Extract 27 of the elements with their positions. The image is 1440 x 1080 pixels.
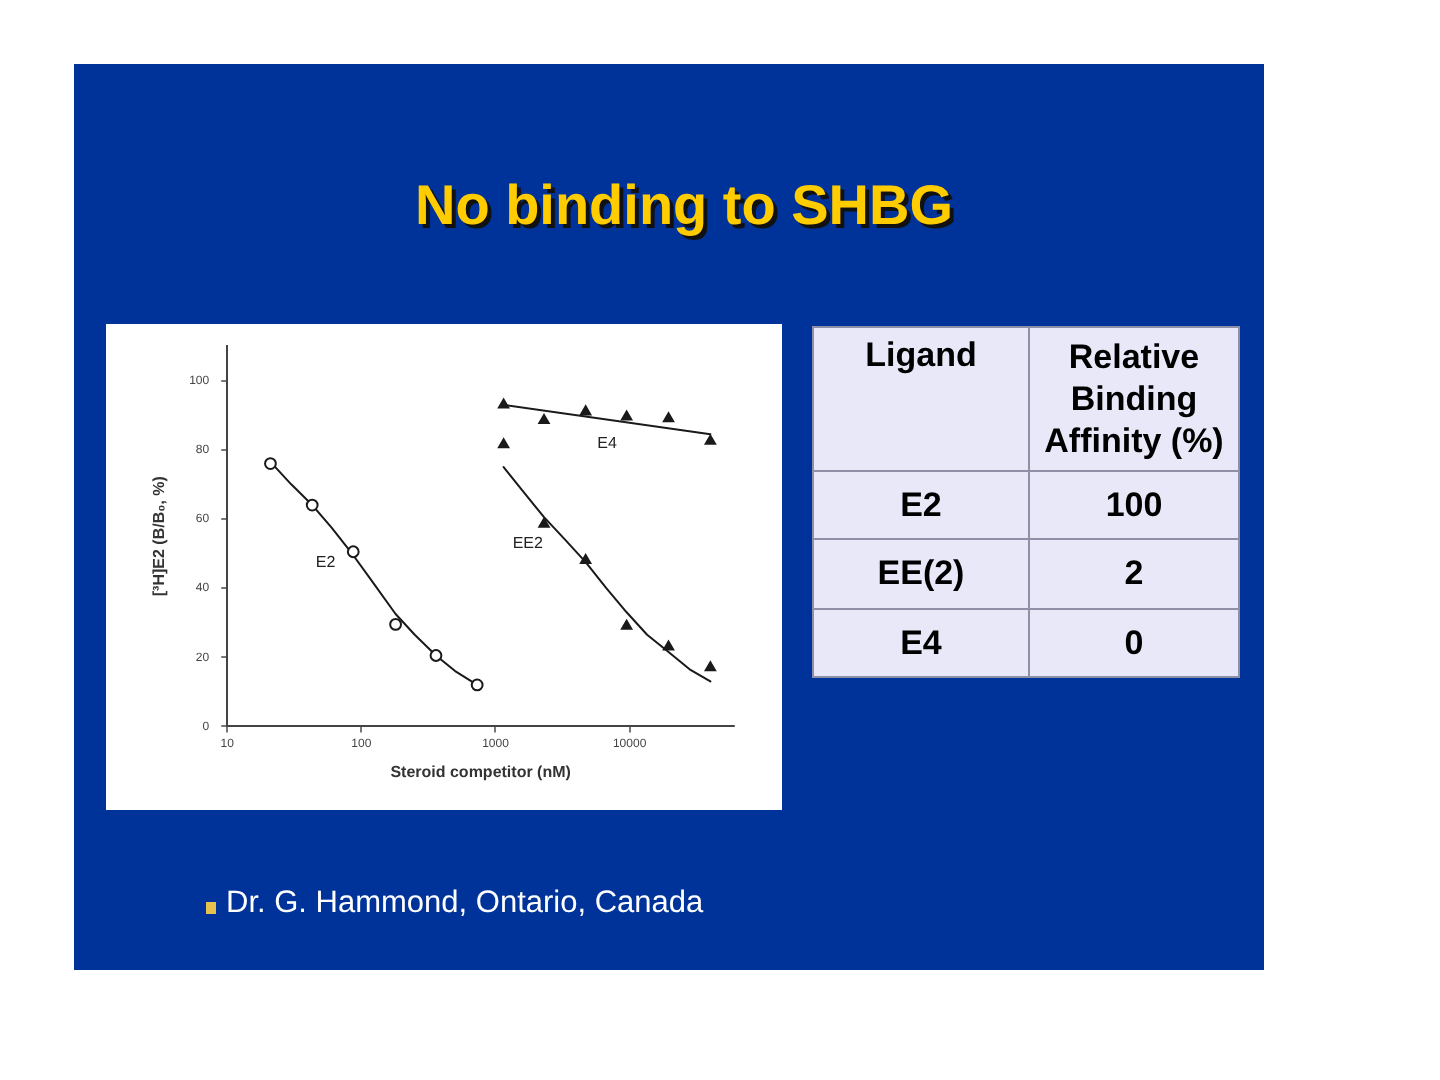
data-label: 2	[1029, 539, 1239, 609]
point	[538, 413, 550, 425]
text: Ligand	[865, 336, 977, 374]
category-label: E2	[900, 485, 942, 523]
category-label: E4	[900, 623, 942, 661]
point	[497, 398, 510, 409]
chart-title: No binding to SHBG	[414, 174, 954, 236]
text: Relative Binding Affinity (%)	[1044, 338, 1224, 460]
point	[662, 640, 675, 651]
point	[662, 412, 675, 423]
point	[579, 405, 592, 416]
text: Dr. G. Hammond, Ontario, Canada	[226, 886, 704, 920]
series-label: E4	[597, 433, 618, 452]
x-axis-title: Steroid competitor (nM)	[390, 762, 572, 781]
series-label: E2	[315, 552, 337, 571]
point	[538, 517, 550, 528]
point	[704, 661, 717, 672]
point	[620, 619, 633, 630]
point	[704, 434, 717, 445]
point	[579, 554, 592, 565]
data-label: 0	[1029, 609, 1239, 677]
point	[497, 438, 510, 449]
data-label: 100	[1029, 471, 1239, 539]
point	[620, 410, 633, 421]
y-axis-title: [³H]E2 (B/B₀, %)	[150, 475, 169, 597]
series-label: EE2	[512, 534, 545, 553]
category-label: EE(2)	[877, 554, 965, 592]
